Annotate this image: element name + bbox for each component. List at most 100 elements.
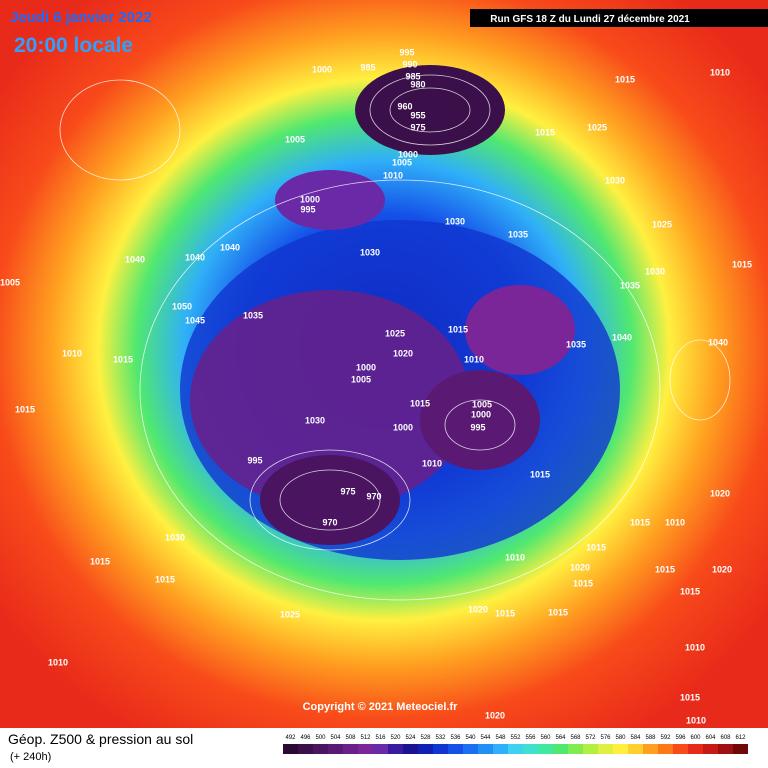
low [260, 455, 400, 545]
isobar-label: 1025 [280, 609, 300, 619]
isobar-label: 1025 [385, 328, 405, 338]
isobar-label: 1005 [351, 374, 371, 384]
isobar-label: 1000 [393, 422, 413, 432]
colorbar-swatch [613, 744, 628, 754]
colorbar-label: 568 [570, 735, 581, 741]
colorbar-label: 604 [705, 735, 716, 741]
isobar-label: 990 [402, 59, 417, 69]
colorbar-swatch [703, 744, 718, 754]
time: 20:00 locale [14, 34, 133, 57]
copyright: Copyright © 2021 Meteociel.fr [303, 701, 459, 713]
isobar-label: 1010 [464, 354, 484, 364]
colorbar-swatch [673, 744, 688, 754]
isobar-label: 1015 [113, 354, 133, 364]
isobar-label: 995 [470, 422, 485, 432]
colorbar-label: 516 [375, 735, 386, 741]
colorbar-swatch [388, 744, 403, 754]
isobar-label: 1015 [573, 578, 593, 588]
colorbar-label: 576 [600, 735, 611, 741]
isobar-label: 1000 [471, 409, 491, 419]
isobar-label: 1035 [566, 339, 586, 349]
footer-title: Géop. Z500 & pression au sol [8, 731, 193, 747]
colorbar-label: 548 [495, 735, 506, 741]
low [355, 65, 505, 155]
isobar-label: 995 [247, 455, 262, 465]
isobar-label: 985 [360, 62, 375, 72]
colorbar-label: 608 [720, 735, 731, 741]
isobar-label: 1015 [495, 608, 515, 618]
colorbar-swatch [313, 744, 328, 754]
isobar-label: 1020 [485, 710, 505, 720]
colorbar-swatch [718, 744, 733, 754]
isobar-label: 975 [410, 122, 425, 132]
run-box [470, 9, 768, 27]
isobar-label: 1015 [680, 586, 700, 596]
run: Run GFS 18 Z du Lundi 27 décembre 2021 [490, 14, 690, 25]
colorbar-label: 496 [300, 735, 311, 741]
isobar-label: 1020 [393, 348, 413, 358]
isobar-label: 1000 [356, 362, 376, 372]
footer-lead: (+ 240h) [10, 751, 51, 763]
isobar-label: 1015 [90, 556, 110, 566]
colorbar-label: 592 [660, 735, 671, 741]
colorbar-swatch [508, 744, 523, 754]
isobar-label: 1015 [680, 692, 700, 702]
isobar-label: 1015 [655, 564, 675, 574]
colorbar-label: 524 [405, 735, 416, 741]
isobar-label: 1005 [285, 134, 305, 144]
colorbar-label: 540 [465, 735, 476, 741]
colorbar-label: 584 [630, 735, 641, 741]
colorbar-label: 572 [585, 735, 596, 741]
isobar-label: 1050 [172, 301, 192, 311]
isobar-label: 1015 [448, 324, 468, 334]
colorbar-swatch [478, 744, 493, 754]
low [275, 170, 385, 230]
colorbar-swatch [688, 744, 703, 754]
colorbar-label: 528 [420, 735, 431, 741]
isobar-label: 1030 [165, 532, 185, 542]
colorbar-label: 500 [315, 735, 326, 741]
isobar-label: 1045 [185, 315, 205, 325]
isobar-label: 970 [366, 491, 381, 501]
isobar-label: 995 [399, 47, 414, 57]
colorbar-swatch [493, 744, 508, 754]
colorbar-label: 492 [285, 735, 296, 741]
colorbar-label: 564 [555, 735, 566, 741]
isobar-label: 1015 [530, 469, 550, 479]
colorbar-swatch [583, 744, 598, 754]
colorbar-swatch [598, 744, 613, 754]
colorbar-label: 596 [675, 735, 686, 741]
isobar-label: 985 [405, 71, 420, 81]
colorbar-label: 556 [525, 735, 536, 741]
isobar-label: 1010 [505, 552, 525, 562]
date: Jeudi 6 janvier 2022 [10, 9, 152, 26]
colorbar-swatch [328, 744, 343, 754]
colorbar-swatch [298, 744, 313, 754]
colorbar-swatch [373, 744, 388, 754]
isobar-label: 975 [340, 486, 355, 496]
isobar-label: 1010 [685, 642, 705, 652]
colorbar-swatch [733, 744, 748, 754]
isobars [59, 74, 731, 601]
colorbar-label: 504 [330, 735, 341, 741]
isobar-label: 1000 [312, 64, 332, 74]
low [465, 285, 575, 375]
isobar-label: 1015 [615, 74, 635, 84]
isobar-label: 1010 [48, 657, 68, 667]
colorbar-swatch [358, 744, 373, 754]
isobar-label: 1015 [535, 127, 555, 137]
isobar-label: 1015 [630, 517, 650, 527]
colorbar-swatch [553, 744, 568, 754]
colorbar-swatch [283, 744, 298, 754]
isobar-label: 1010 [62, 348, 82, 358]
colorbar-label: 600 [690, 735, 701, 741]
isobar-label: 1040 [612, 332, 632, 342]
isobar-label: 1030 [605, 175, 625, 185]
colorbar-swatch [343, 744, 358, 754]
isobar-label: 1010 [710, 67, 730, 77]
isobar-label: 1015 [410, 398, 430, 408]
isobar-label: 1015 [548, 607, 568, 617]
isobar-label: 1010 [686, 715, 706, 725]
